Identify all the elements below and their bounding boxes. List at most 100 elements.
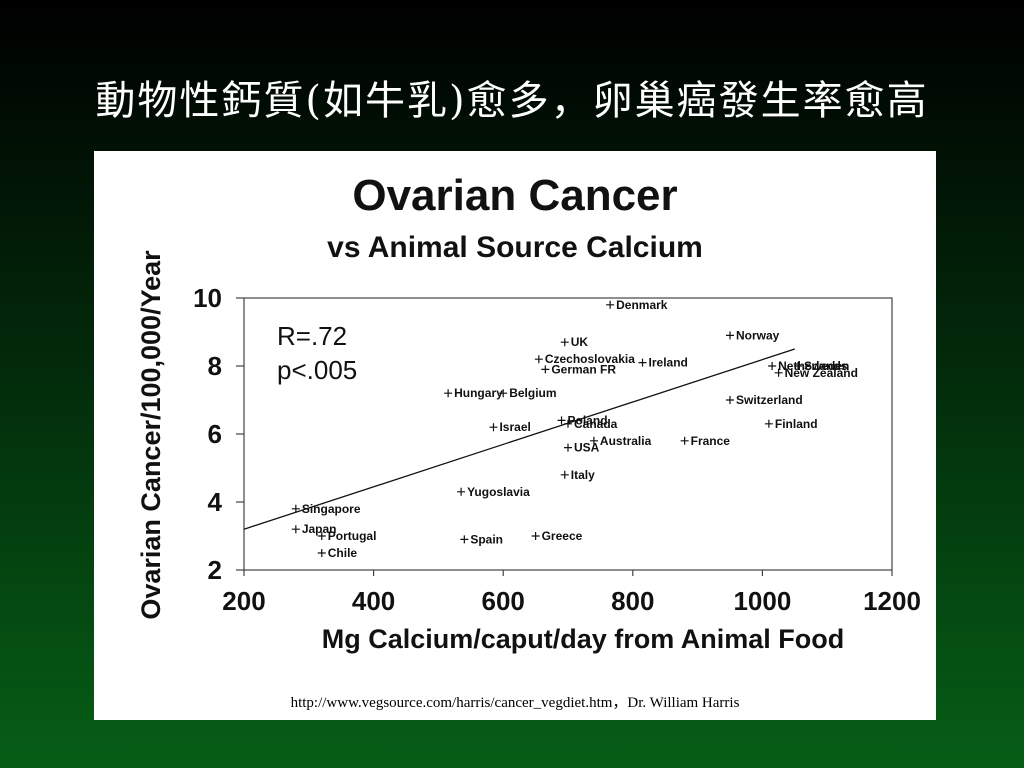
data-point: France: [680, 434, 731, 448]
point-label: Sweden: [804, 359, 849, 373]
point-marker: [534, 355, 543, 364]
point-marker: [499, 389, 508, 398]
p-value: p<.005: [277, 355, 358, 385]
data-point: Australia: [589, 434, 652, 448]
data-point: Hungary: [444, 386, 503, 400]
x-tick-label: 800: [611, 586, 654, 616]
point-label: Hungary: [454, 386, 503, 400]
data-point: Finland: [764, 417, 818, 431]
point-marker: [774, 368, 783, 377]
point-marker: [317, 549, 326, 557]
data-point: German FR: [541, 362, 616, 376]
point-label: Spain: [470, 532, 503, 546]
point-marker: [531, 532, 540, 540]
x-tick-label: 1000: [733, 586, 791, 616]
point-label: Canada: [574, 417, 618, 431]
point-label: Poland: [568, 413, 608, 427]
chart-title: Ovarian Cancer: [352, 171, 678, 220]
trendline-layer: [243, 348, 796, 530]
point-label: German FR: [551, 362, 616, 376]
data-point: Czechoslovakia: [534, 352, 635, 366]
point-marker: [726, 331, 734, 340]
point-marker: [541, 365, 550, 374]
point-marker: [560, 470, 569, 479]
y-tick-label: 10: [193, 283, 222, 313]
point-label: UK: [571, 335, 589, 349]
chart-panel: Denmark Norway UK Czechoslovakia Ireland Germ…: [94, 151, 936, 720]
x-tick-label: 1200: [863, 586, 921, 616]
point-marker: [564, 419, 572, 428]
point-marker: [606, 300, 615, 309]
point-label: Denmark: [616, 298, 668, 312]
x-tick-label: 200: [222, 586, 265, 616]
data-point: Belgium: [499, 386, 557, 400]
x-tick-label: 400: [352, 586, 395, 616]
point-label: Israel: [499, 420, 530, 434]
point-label: Portugal: [328, 529, 377, 543]
y-tick-label: 6: [208, 419, 222, 449]
data-point: Greece: [531, 529, 583, 543]
point-label: Netherlands: [778, 359, 848, 373]
source-citation: http://www.vegsource.com/harris/cancer_v…: [290, 695, 740, 711]
data-point: Israel: [489, 420, 531, 434]
data-point: Japan: [291, 522, 337, 536]
point-label: Greece: [542, 529, 583, 543]
points-layer: Denmark Norway UK Czechoslovakia Ireland Germ…: [291, 298, 858, 560]
point-label: New Zealand: [785, 366, 858, 380]
point-label: France: [691, 434, 731, 448]
point-marker: [460, 535, 469, 544]
x-axis-label: Mg Calcium/caput/day from Animal Food: [322, 624, 845, 654]
data-point: Portugal: [317, 529, 377, 543]
point-label: Norway: [736, 328, 780, 342]
data-point: New Zealand: [774, 366, 858, 380]
point-marker: [638, 358, 647, 367]
data-point: Canada: [564, 417, 618, 431]
data-point: USA: [564, 441, 600, 455]
point-label: Switzerland: [736, 393, 803, 407]
data-point: Italy: [560, 468, 595, 482]
point-marker: [726, 396, 734, 404]
point-marker: [680, 436, 689, 445]
point-marker: [764, 419, 773, 428]
stats-annotation: R=.72 p<.005: [277, 319, 357, 387]
data-point: Switzerland: [726, 393, 803, 407]
scatter-chart: Denmark Norway UK Czechoslovakia Ireland Germ…: [136, 250, 921, 654]
point-marker: [794, 362, 803, 370]
chart-subtitle: vs Animal Source Calcium: [327, 231, 703, 264]
point-label: Belgium: [509, 386, 556, 400]
data-point: Ireland: [638, 356, 688, 370]
data-point: Spain: [460, 532, 503, 546]
data-point: Poland: [557, 413, 608, 427]
point-label: USA: [574, 441, 600, 455]
point-marker: [444, 389, 453, 398]
r-value: R=.72: [277, 321, 348, 351]
point-marker: [560, 338, 569, 347]
point-marker: [489, 423, 498, 432]
data-point: Netherlands: [768, 359, 848, 373]
point-marker: [564, 443, 572, 452]
data-point: Yugoslavia: [457, 485, 530, 499]
point-marker: [589, 436, 598, 445]
point-label: Singapore: [302, 502, 361, 516]
ticks-layer: 2 4 6 8 10 200 400 600 800 1000 1200: [193, 283, 921, 616]
trendline: [243, 348, 796, 530]
point-marker: [291, 525, 300, 534]
data-point: Chile: [317, 546, 357, 560]
y-tick-label: 2: [208, 555, 222, 585]
point-label: Yugoslavia: [467, 485, 530, 499]
point-label: Czechoslovakia: [545, 352, 635, 366]
data-point: Norway: [726, 328, 780, 342]
data-point: Sweden: [794, 359, 849, 373]
y-tick-label: 8: [208, 351, 222, 381]
point-marker: [291, 504, 300, 513]
data-point: Denmark: [606, 298, 668, 312]
x-tick-label: 600: [482, 586, 525, 616]
point-marker: [317, 532, 326, 540]
point-label: Ireland: [649, 356, 688, 370]
data-point: Singapore: [291, 502, 361, 516]
point-label: Finland: [775, 417, 818, 431]
y-tick-label: 4: [208, 487, 223, 517]
point-marker: [557, 416, 566, 425]
point-marker: [457, 487, 466, 496]
point-marker: [768, 362, 777, 370]
